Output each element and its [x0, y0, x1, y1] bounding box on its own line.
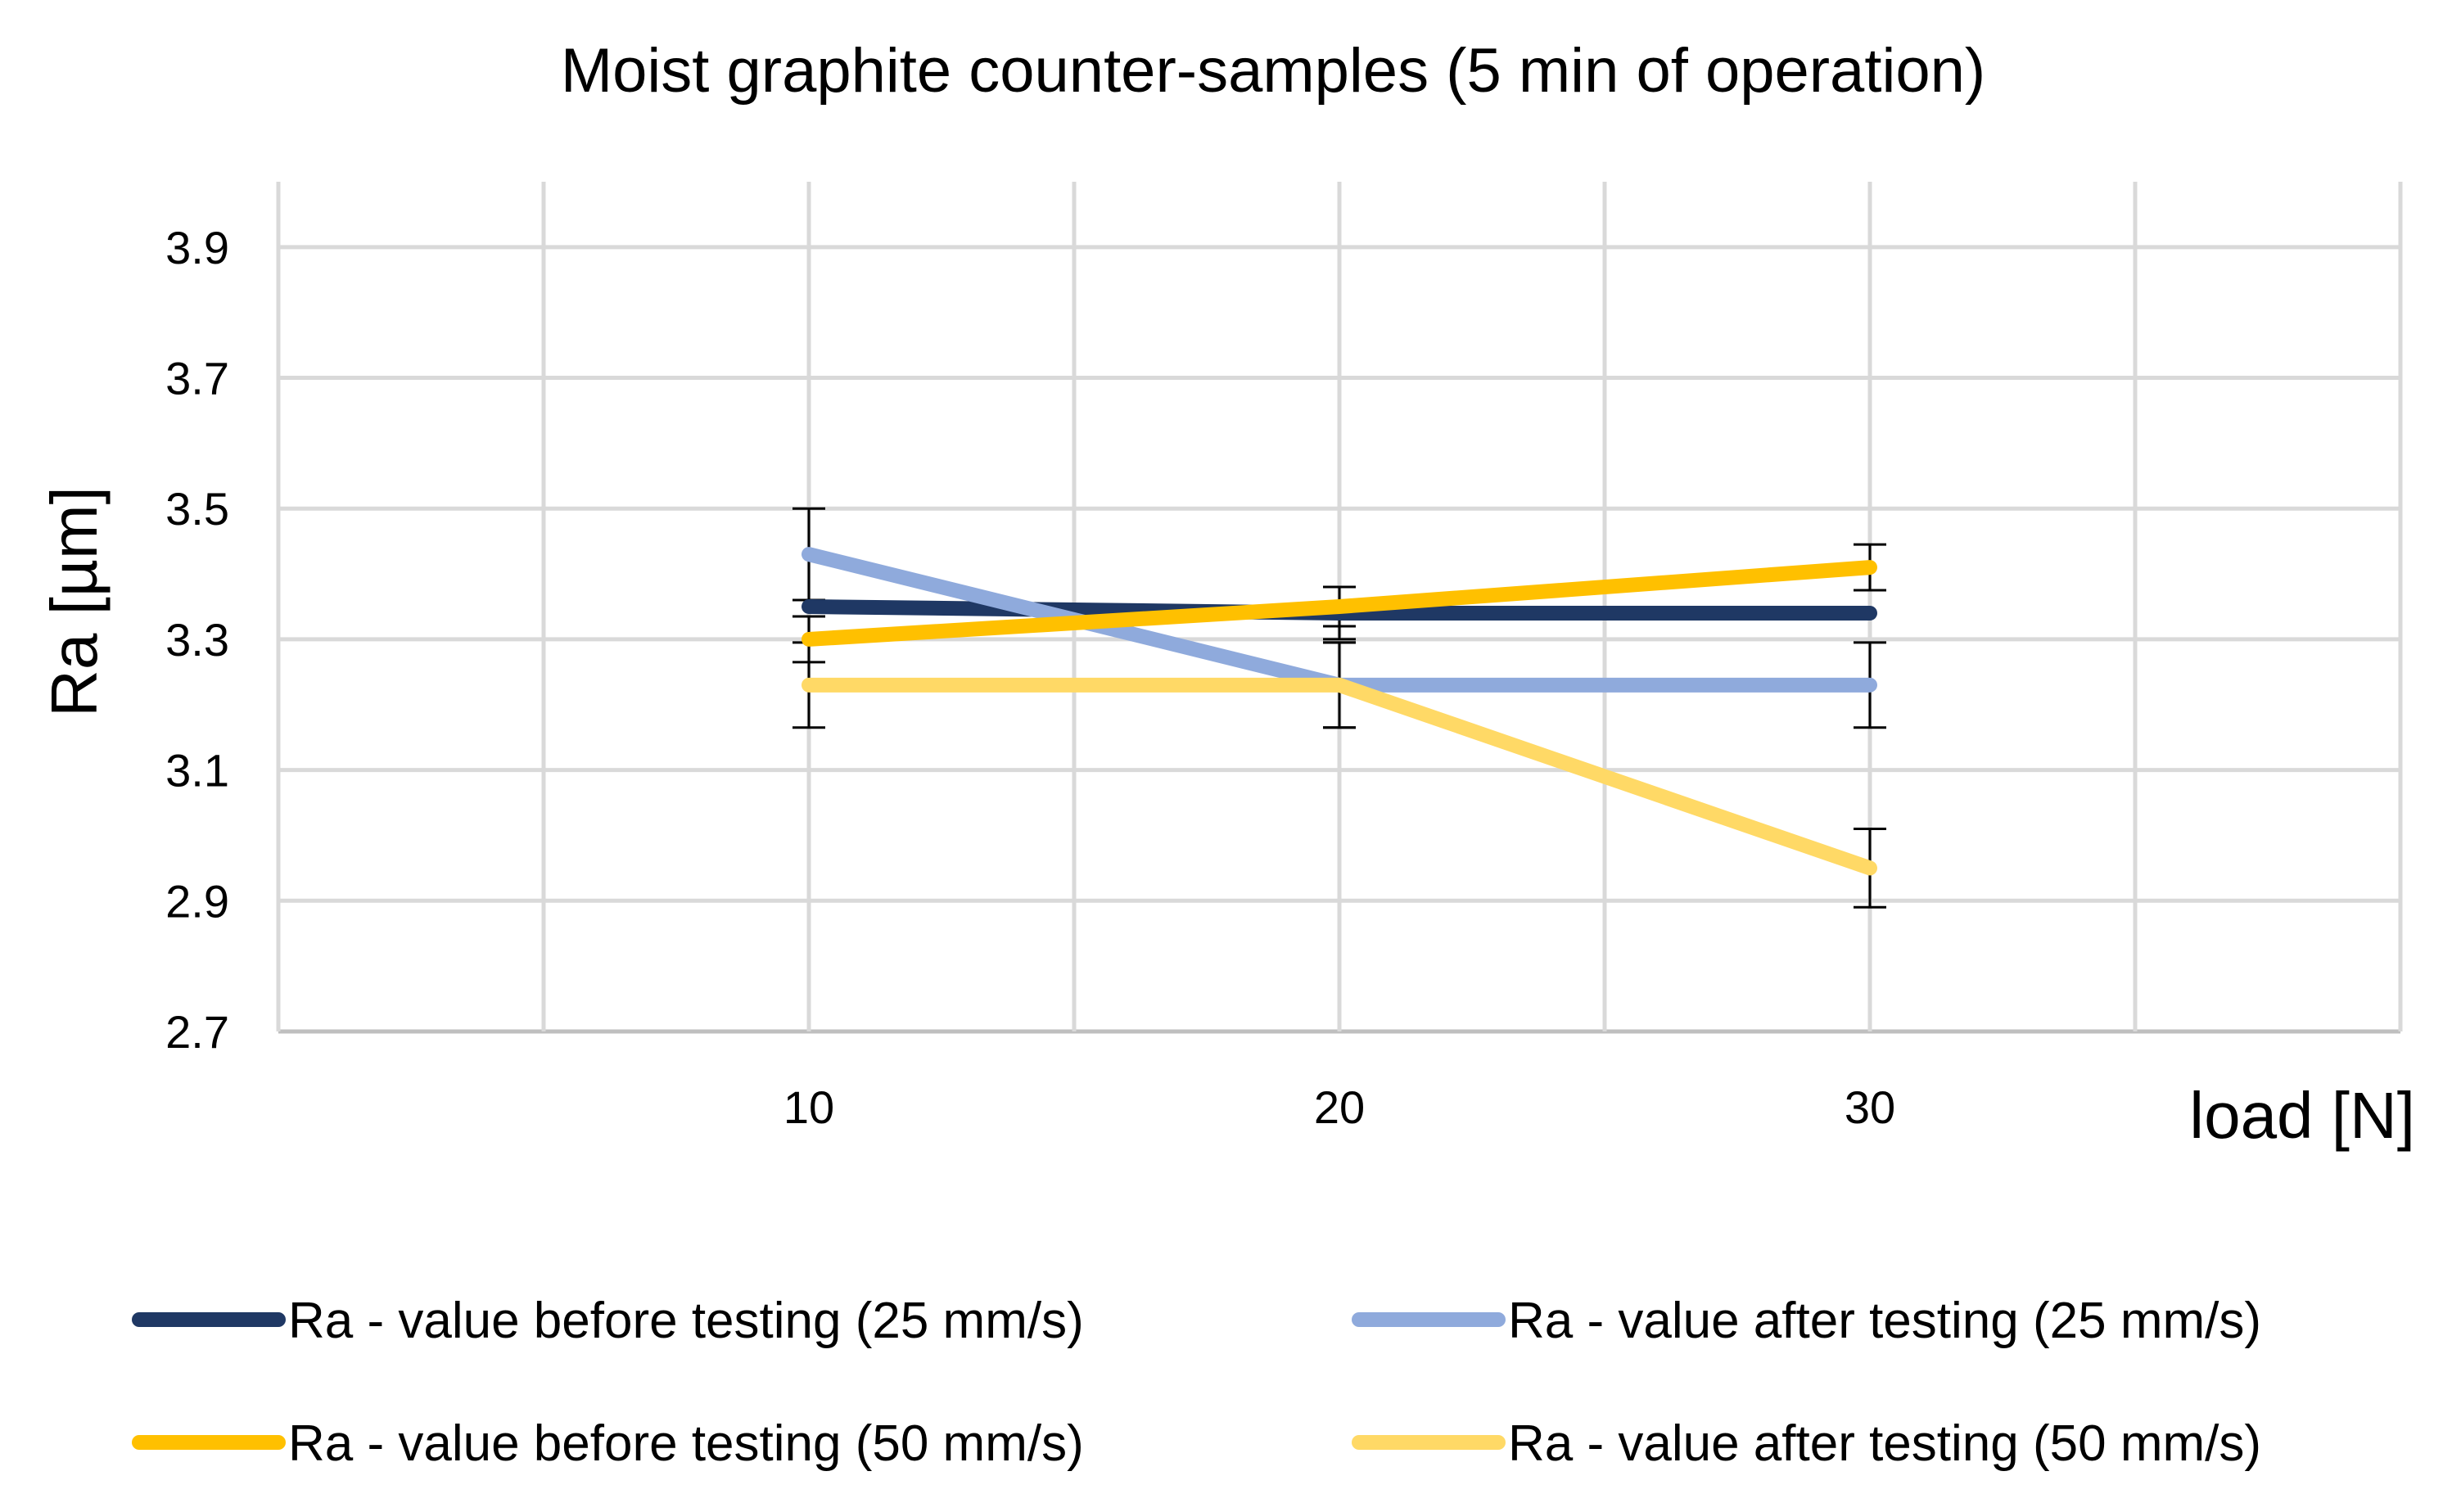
- legend-item: Ra - value after testing (25 mm/s): [1352, 1293, 2261, 1349]
- legend-item: Ra - value before testing (50 mm/s): [132, 1415, 1084, 1472]
- y-axis-label: Ra [µm]: [38, 486, 111, 717]
- series-line-3: [802, 560, 1877, 647]
- series-lines: [802, 547, 1877, 876]
- y-tick-label: 2.7: [165, 1006, 229, 1058]
- y-tick-label: 3.5: [165, 483, 229, 535]
- y-tick-labels: 2.7 2.9 3.1 3.3 3.5 3.7 3.9: [165, 222, 229, 1058]
- x-tick-label: 20: [1314, 1081, 1365, 1133]
- legend-label: Ra - value after testing (25 mm/s): [1508, 1293, 2261, 1349]
- legend-item: Ra - value before testing (25 mm/s): [132, 1293, 1084, 1349]
- legend: Ra - value before testing (25 mm/s) Ra - …: [132, 1293, 2261, 1472]
- x-tick-label: 30: [1845, 1081, 1895, 1133]
- chart-title: Moist graphite counter-samples (5 min of…: [561, 36, 1985, 106]
- series-line-4: [802, 677, 1877, 876]
- x-tick-label: 10: [783, 1081, 834, 1133]
- y-tick-label: 3.9: [165, 222, 229, 273]
- y-tick-label: 3.1: [165, 745, 229, 797]
- x-tick-labels: 10 20 30: [783, 1081, 1895, 1133]
- legend-label: Ra - value before testing (50 mm/s): [288, 1415, 1084, 1472]
- x-axis-label: load [N]: [2189, 1079, 2415, 1152]
- legend-label: Ra - value before testing (25 mm/s): [288, 1293, 1084, 1349]
- legend-label: Ra - value after testing (50 mm/s): [1508, 1415, 2261, 1472]
- y-tick-label: 2.9: [165, 875, 229, 927]
- y-tick-label: 3.3: [165, 614, 229, 666]
- y-tick-label: 3.7: [165, 353, 229, 404]
- legend-item: Ra - value after testing (50 mm/s): [1352, 1415, 2261, 1472]
